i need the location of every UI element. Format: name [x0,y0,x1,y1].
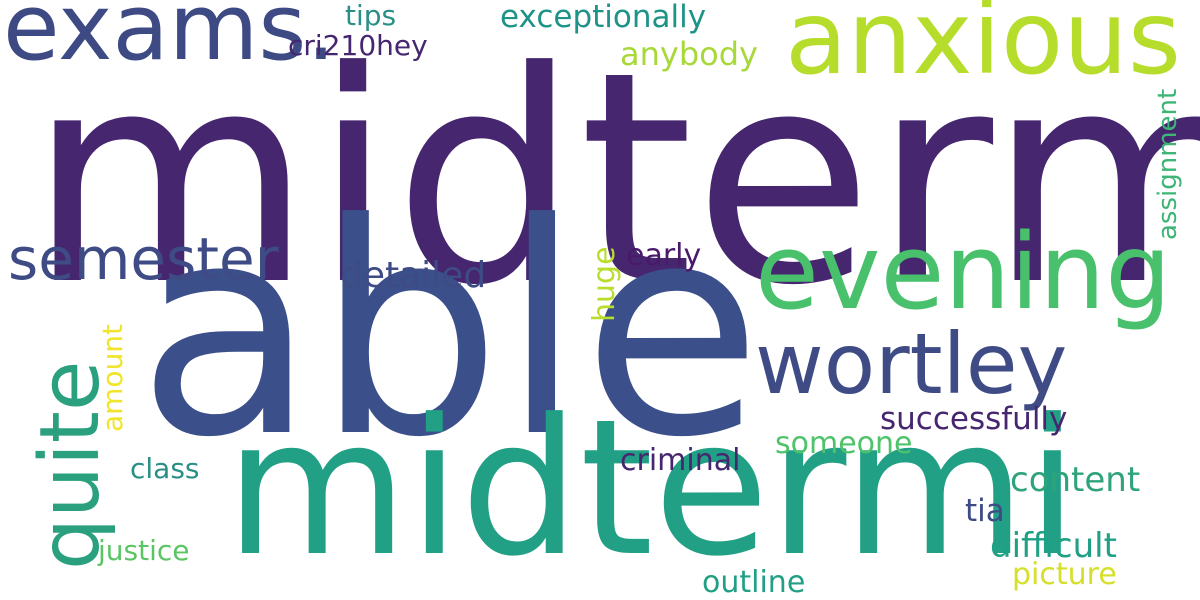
word-exceptionally: exceptionally [500,0,707,35]
word-exams: exams. [3,0,336,81]
word-evening: evening [755,211,1172,333]
word-semester: semester [8,225,279,293]
word-difficult: difficult [990,526,1117,566]
word-successfully: successfully [880,401,1068,437]
word-tips: tips [345,0,397,32]
word-detailed: detailed [340,255,487,296]
word-midtermi: midtermi [225,379,1079,598]
word-wortley: wortley [755,315,1068,413]
word-early: early [626,238,702,273]
word-cri210hey: cri210hey [288,29,428,62]
word-someone: someone [775,426,913,461]
word-justice: justice [98,534,190,567]
word-picture: picture [1012,557,1117,592]
word-tia: tia [965,493,1005,529]
word-anybody: anybody [620,35,758,73]
word-class: class [130,452,200,485]
word-midterm: midterm [28,9,1200,349]
word-able: able [137,161,763,501]
word-content: content [1010,460,1141,500]
word-criminal: criminal [620,443,741,478]
word-amount: amount [96,323,129,432]
word-outline: outline [702,565,806,600]
word-anxious: anxious [785,0,1182,98]
word-assignment: assignment [1153,88,1183,240]
word-huge: huge [587,246,622,322]
